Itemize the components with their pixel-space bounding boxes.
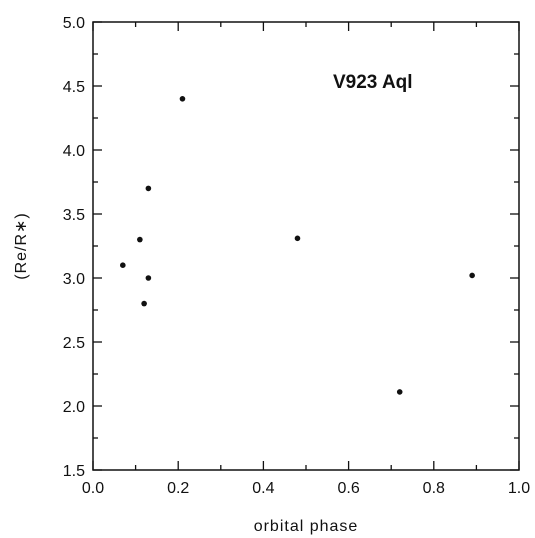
- y-axis-ticks: [93, 21, 519, 471]
- data-points: [120, 96, 475, 395]
- data-point: [179, 96, 186, 102]
- x-tick-label: 1.0: [508, 480, 530, 497]
- y-axis-title: (Re/R∗): [13, 212, 30, 280]
- y-tick-label: 4.5: [63, 79, 85, 96]
- x-tick-label: 0.2: [167, 480, 189, 497]
- data-point: [145, 275, 152, 281]
- x-axis-title: orbital phase: [254, 518, 359, 535]
- y-tick-label: 3.0: [63, 271, 85, 288]
- x-tick-label: 0.8: [423, 480, 445, 497]
- x-tick-label: 0.6: [337, 480, 359, 497]
- data-point: [396, 389, 403, 395]
- star-name-annotation: V923 Aql: [333, 72, 413, 93]
- data-point: [294, 235, 301, 242]
- x-tick-label: 0.4: [252, 480, 274, 497]
- x-axis-tick-labels: 0.0 0.2 0.4 0.6 0.8 1.0: [82, 480, 530, 497]
- data-point: [120, 262, 126, 269]
- y-tick-label: 4.0: [63, 143, 85, 160]
- y-tick-label: 2.5: [63, 335, 85, 352]
- data-point: [469, 272, 475, 279]
- data-point: [141, 300, 147, 307]
- x-axis-ticks: [92, 22, 520, 470]
- y-tick-label: 1.5: [63, 463, 85, 480]
- y-tick-label: 3.5: [63, 207, 85, 224]
- y-tick-label: 2.0: [63, 399, 85, 416]
- data-point: [145, 185, 152, 192]
- data-point: [137, 236, 143, 243]
- y-axis-tick-labels: 1.5 2.0 2.5 3.0 3.5 4.0 4.5 5.0: [63, 15, 85, 480]
- y-tick-label: 5.0: [63, 15, 85, 32]
- plot-frame: [92, 21, 520, 471]
- x-tick-label: 0.0: [82, 480, 104, 497]
